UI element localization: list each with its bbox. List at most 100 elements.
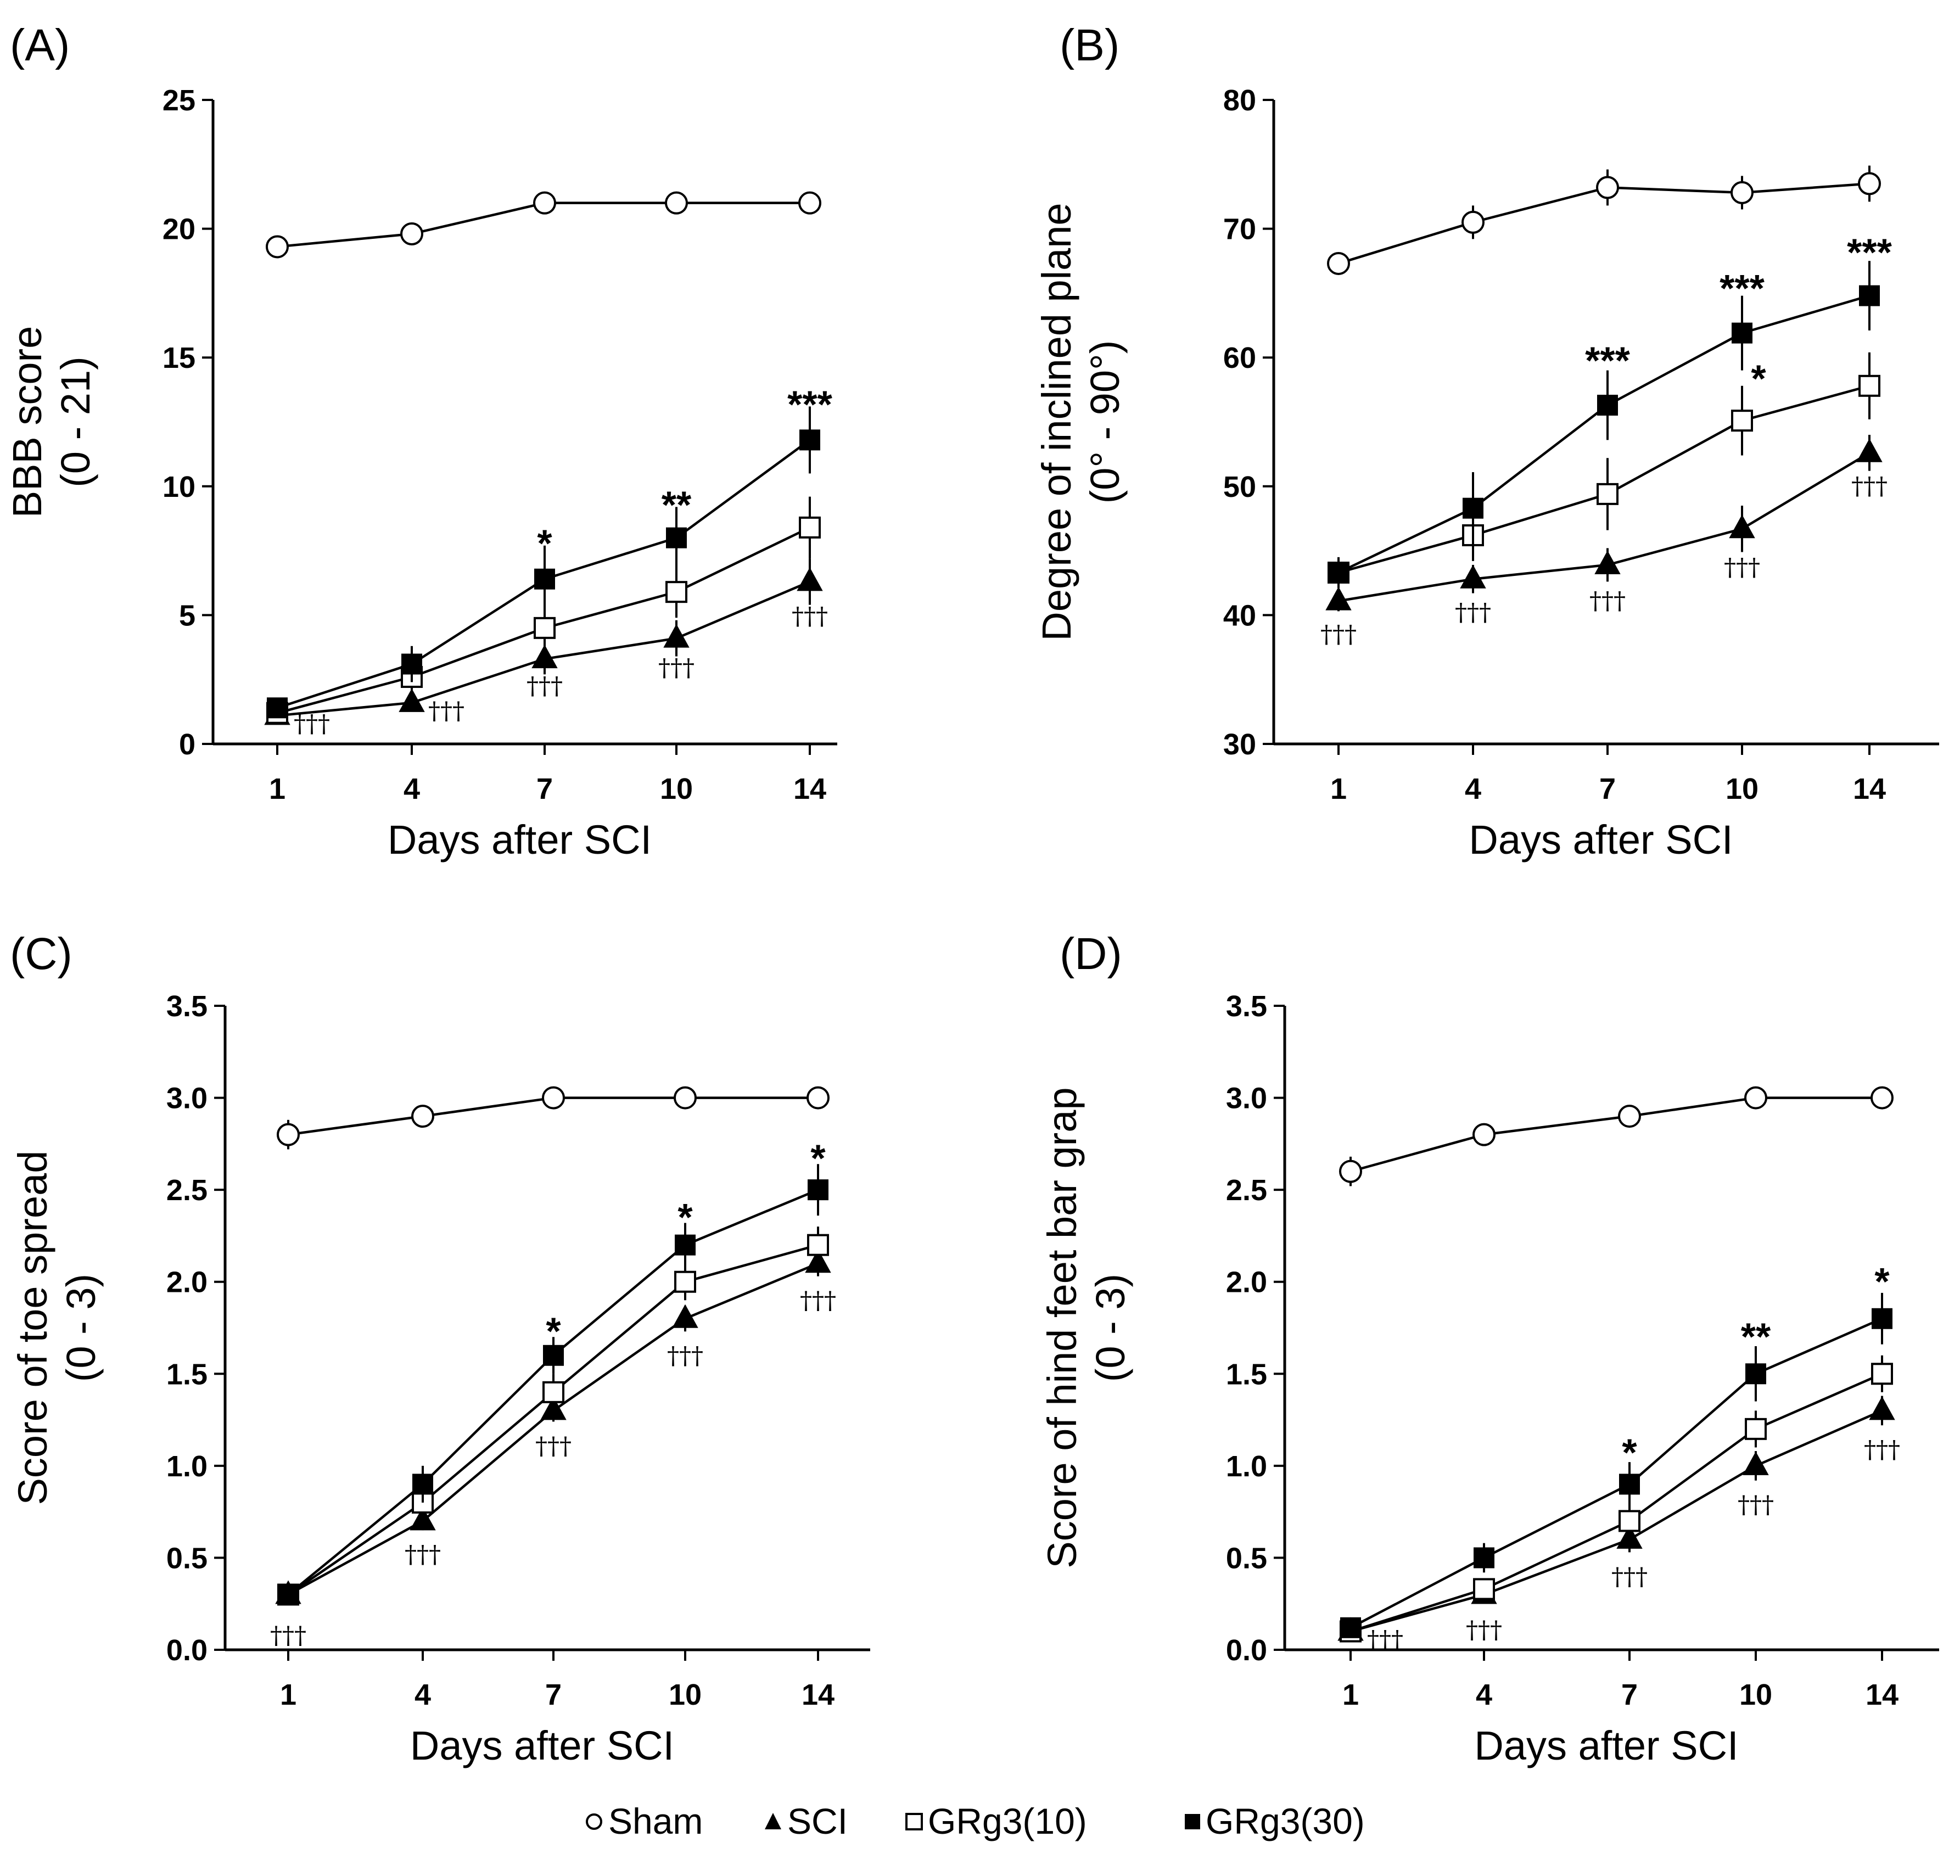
- legend-item-grg3-10-: GRg3(10): [905, 1801, 1087, 1841]
- y-axis-title: Degree of inclined plane: [1034, 203, 1079, 641]
- data-point: [412, 1474, 433, 1495]
- data-point: [1597, 483, 1619, 505]
- significance-dagger: †††: [1851, 473, 1888, 501]
- x-tick-label: 10: [1739, 1678, 1772, 1711]
- legend-label: SCI: [787, 1801, 848, 1841]
- panel-label: (A): [10, 20, 70, 70]
- data-point: [534, 568, 555, 590]
- x-axis-title: Days after SCI: [388, 817, 652, 863]
- x-tick-label: 4: [415, 1678, 431, 1711]
- data-point: [1594, 550, 1621, 574]
- data-point: [411, 1105, 434, 1128]
- y-axis-subtitle: (0 - 3): [1088, 1274, 1133, 1382]
- significance-dagger: †††: [535, 1432, 572, 1460]
- data-point: [1328, 562, 1349, 583]
- y-tick-label: 3.0: [166, 1082, 208, 1115]
- series-line: [1350, 1373, 1883, 1633]
- y-tick-label: 15: [163, 341, 195, 374]
- y-tick-label: 2.0: [1226, 1266, 1267, 1299]
- data-point: [400, 222, 423, 245]
- y-tick-label: 0: [179, 728, 195, 761]
- data-point: [1869, 1396, 1895, 1420]
- legend-label: GRg3(10): [928, 1801, 1087, 1841]
- y-tick-label: 20: [163, 213, 195, 246]
- significance-star: *: [546, 1310, 561, 1353]
- panel-label: (C): [10, 929, 72, 979]
- x-tick-label: 14: [1853, 772, 1886, 805]
- y-tick-label: 3.0: [1226, 1082, 1267, 1115]
- legend: Sham SCI GRg3(10) GRg3(30): [586, 1801, 1365, 1841]
- series-grg3-30-: [267, 406, 820, 719]
- y-tick-label: 2.5: [166, 1174, 208, 1207]
- series-line: [1350, 1409, 1883, 1633]
- data-point: [1744, 1086, 1767, 1110]
- data-point: [1872, 1308, 1892, 1329]
- x-tick-label: 14: [802, 1678, 835, 1711]
- data-point: [531, 645, 558, 669]
- y-tick-label: 2.5: [1226, 1174, 1267, 1207]
- series-grg3-10-: [1328, 352, 1880, 586]
- series-line: [1338, 294, 1870, 574]
- y-axis-title: Score of toe spread: [10, 1151, 55, 1505]
- x-tick-label: 10: [1726, 772, 1759, 805]
- data-point: [675, 1234, 696, 1256]
- y-tick-label: 2.0: [166, 1266, 208, 1299]
- significance-dagger: †††: [527, 672, 563, 700]
- data-point: [1463, 497, 1483, 519]
- data-point: [410, 1507, 436, 1531]
- significance-star: ***: [1847, 231, 1892, 274]
- legend-marker-square-filled-icon: [1185, 1814, 1200, 1829]
- y-tick-label: 70: [1223, 213, 1256, 246]
- data-point: [1618, 1105, 1641, 1128]
- x-axis-title: Days after SCI: [1474, 1723, 1738, 1768]
- y-axis-title: Score of hind feet bar grap: [1039, 1087, 1085, 1568]
- data-point: [1325, 586, 1352, 611]
- data-point: [1729, 514, 1755, 539]
- data-point: [674, 1270, 696, 1293]
- data-point: [277, 1123, 300, 1146]
- significance-dagger: †††: [1738, 1491, 1774, 1519]
- data-point: [1745, 1363, 1766, 1385]
- significance-star: ***: [1720, 267, 1765, 310]
- y-tick-label: 0.5: [1226, 1542, 1267, 1575]
- significance-star: **: [662, 483, 692, 526]
- significance-star: ***: [1585, 339, 1630, 382]
- legend-label: Sham: [608, 1801, 703, 1841]
- series-sham: [277, 1086, 830, 1150]
- significance-dagger: †††: [1466, 1616, 1502, 1644]
- significance-dagger: †††: [1724, 553, 1760, 581]
- y-tick-label: 0.0: [1226, 1634, 1267, 1667]
- x-axis-title: Days after SCI: [410, 1723, 674, 1768]
- y-tick-label: 60: [1223, 341, 1256, 374]
- data-point: [1859, 285, 1880, 306]
- significance-dagger: †††: [792, 603, 828, 631]
- significance-star: **: [1741, 1315, 1771, 1358]
- data-point: [1460, 564, 1486, 589]
- significance-star: *: [677, 1196, 693, 1239]
- x-tick-label: 10: [669, 1678, 702, 1711]
- significance-dagger: †††: [667, 1342, 703, 1370]
- data-point: [1871, 1363, 1893, 1385]
- legend-marker-triangle-icon: [765, 1813, 781, 1829]
- significance-dagger: †††: [294, 710, 330, 738]
- x-tick-label: 4: [404, 772, 420, 805]
- y-tick-label: 3.5: [1226, 990, 1267, 1023]
- significance-star: ***: [787, 383, 832, 425]
- y-axis-subtitle: (0 - 21): [53, 356, 98, 488]
- series-grg3-30-: [278, 1164, 828, 1605]
- x-tick-label: 4: [1476, 1678, 1492, 1711]
- x-axis-title: Days after SCI: [1469, 817, 1733, 863]
- data-point: [1731, 181, 1754, 204]
- data-point: [267, 697, 288, 719]
- data-point: [1743, 1451, 1769, 1475]
- data-point: [807, 1086, 830, 1110]
- significance-dagger: †††: [658, 654, 695, 682]
- y-tick-label: 3.5: [166, 990, 208, 1023]
- series-sham: [1339, 1086, 1894, 1186]
- data-point: [534, 617, 556, 639]
- y-axis-title: BBB score: [4, 326, 50, 518]
- y-axis-subtitle: (0 - 3): [58, 1274, 104, 1382]
